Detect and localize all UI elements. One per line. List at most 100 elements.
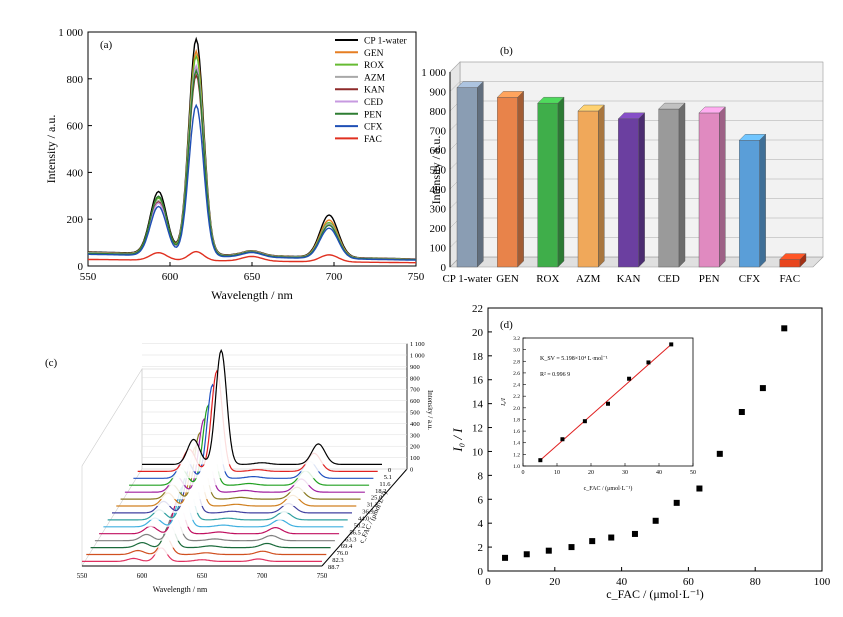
panel-a-y-tick-label: 600 bbox=[67, 121, 84, 133]
panel-a-series-line bbox=[88, 65, 416, 261]
inset-y-tick-label: 1.2 bbox=[513, 452, 520, 458]
panel-b-y-tick-label: 500 bbox=[430, 165, 447, 177]
panel-c-series-line bbox=[82, 547, 322, 562]
panel-b-bar-front bbox=[456, 87, 478, 268]
panel-a-x-tick-label: 650 bbox=[244, 271, 261, 283]
panel-a-legend-label: CFX bbox=[364, 123, 383, 133]
panel-c-z-tick-label: 11.6 bbox=[379, 481, 391, 488]
panel-c-x-tick-label: 700 bbox=[257, 572, 268, 580]
panel-c-ylabel: Intensity / a.u. bbox=[426, 390, 434, 430]
panel-d-data-point bbox=[738, 409, 745, 416]
panel-c-box bbox=[81, 343, 408, 568]
inset-data-point bbox=[627, 376, 632, 381]
panel-a-x-tick-label: 700 bbox=[326, 271, 343, 283]
panel-b-y-tick-label: 400 bbox=[430, 184, 447, 196]
panel-c-x-ticks: 550 600 650 700 750 bbox=[77, 572, 328, 580]
panel-b-y-tick-label: 700 bbox=[430, 126, 447, 138]
panel-a-series-line bbox=[88, 103, 416, 261]
panel-c-intensity-tick-label: 700 bbox=[410, 387, 420, 394]
panel-b-x-tick-label: CED bbox=[658, 273, 680, 285]
panel-a-y-tick-label: 1 000 bbox=[58, 27, 83, 39]
inset-x-ticks: 0 10 20 30 40 50 bbox=[522, 463, 696, 476]
panel-b-label: (b) bbox=[500, 45, 513, 57]
panel-b-x-tick-label: CP 1-water bbox=[442, 273, 492, 285]
panel-a-legend-label: KAN bbox=[364, 86, 385, 96]
panel-b-bar-front bbox=[537, 102, 559, 268]
panel-a-series-line bbox=[87, 250, 416, 264]
panel-b-bars bbox=[456, 81, 807, 268]
panel-c-intensity-tick-label: 400 bbox=[410, 421, 420, 428]
panel-c-intensity-tick-label: 1 100 bbox=[410, 341, 425, 348]
panel-c-z-tick-label: 76.0 bbox=[337, 550, 348, 557]
panel-b-bar-front bbox=[739, 140, 760, 268]
inset-ylabel: I₀/I bbox=[501, 397, 507, 407]
panel-b-bar-front bbox=[658, 108, 680, 268]
panel-b-x-tick-label: KAN bbox=[617, 273, 641, 285]
panel-b-gridline-side bbox=[449, 61, 461, 73]
panel-a-legend-label: FAC bbox=[364, 135, 382, 145]
inset-x-tick-label: 40 bbox=[656, 470, 662, 476]
panel-b-x-tick-label: ROX bbox=[536, 273, 559, 285]
panel-d-y-ticks: 0 2 4 6 8 10 12 14 16 18 20 22 bbox=[472, 303, 492, 578]
panel-d-data-point bbox=[716, 450, 723, 457]
panel-c-z-tick-label: 63.3 bbox=[345, 536, 356, 543]
panel-a-y-tick-label: 200 bbox=[67, 214, 84, 226]
inset-y-tick-label: 3.0 bbox=[513, 348, 520, 354]
inset-data-point bbox=[560, 437, 565, 442]
panel-c-x-tick-label: 600 bbox=[137, 572, 148, 580]
panel-c-intensity-ticks: 0 100 200 300 400 500 600 700 800 900 1 000 1 100 bbox=[410, 341, 425, 473]
panel-c-series-line bbox=[94, 511, 335, 542]
panel-b-ylabel: Intensity / a.u. bbox=[429, 136, 443, 205]
panel-c-z-axis bbox=[321, 468, 408, 567]
panel-b-bar-front bbox=[698, 112, 720, 268]
panel-c-series-line bbox=[103, 486, 344, 528]
panel-d-y-tick-label: 0 bbox=[478, 566, 484, 578]
panel-c-intensity-tick-label: 200 bbox=[410, 444, 420, 451]
inset-y-tick-label: 2.2 bbox=[513, 394, 520, 400]
panel-b: (b) 0 100 200 300 400 500 600 700 800 900 1 000 CP… bbox=[421, 45, 824, 285]
panel-a-legend-label: ROX bbox=[364, 61, 384, 71]
panel-d-y-tick-label: 4 bbox=[478, 518, 484, 530]
panel-b-bar-side bbox=[517, 90, 524, 268]
panel-a-x-ticks: 550 600 650 700 750 bbox=[80, 262, 425, 283]
inset-data-point bbox=[669, 342, 674, 347]
panel-c-intensity-tick-label: 300 bbox=[410, 432, 420, 439]
panel-a-y-tick-label: 400 bbox=[67, 167, 84, 179]
panel-c-series-line bbox=[120, 432, 361, 500]
panel-c-series-line bbox=[137, 369, 378, 472]
panel-d-data-point bbox=[631, 530, 638, 537]
panel-c-xlabel: Wavelength / nm bbox=[153, 585, 208, 594]
inset-y-tick-label: 3.2 bbox=[513, 336, 520, 342]
panel-c-x-tick-label: 750 bbox=[317, 572, 328, 580]
panel-b-bar-side bbox=[759, 133, 766, 268]
inset-y-tick-label: 2.4 bbox=[513, 383, 520, 389]
panel-d-inset: 0 10 20 30 40 50 1.0 1.2 1.4 1.6 1.8 2.0 2.2 2.4 2.6 2… bbox=[501, 336, 696, 492]
panel-b-y-ticks: 0 100 200 300 400 500 600 700 800 900 1 000 bbox=[421, 67, 451, 274]
panel-a-legend-label: PEN bbox=[364, 110, 382, 120]
inset-x-tick-label: 10 bbox=[554, 470, 560, 476]
panel-d-x-tick-label: 40 bbox=[616, 576, 628, 588]
panel-b-x-tick-label: FAC bbox=[780, 273, 801, 285]
panel-d-data-point bbox=[652, 517, 659, 524]
panel-c-series-line bbox=[86, 535, 327, 556]
panel-d-data-point bbox=[589, 538, 596, 545]
panel-d-data-point bbox=[608, 534, 615, 541]
panel-a-x-tick-label: 550 bbox=[80, 271, 97, 283]
panel-c-series-line bbox=[129, 404, 370, 486]
panel-c-x-tick-label: 550 bbox=[77, 572, 88, 580]
panel-a-y-tick-label: 800 bbox=[67, 74, 84, 86]
panel-a-label: (a) bbox=[100, 39, 113, 51]
panel-a-legend-label: AZM bbox=[364, 73, 386, 83]
inset-plot bbox=[538, 342, 674, 463]
panel-d-data-point bbox=[673, 499, 680, 506]
panel-d-xlabel: c_FAC / (μmol·L⁻¹) bbox=[606, 587, 703, 601]
panel-c-z-tick-label: 0 bbox=[388, 467, 391, 474]
panel-c-series-line bbox=[142, 348, 382, 466]
panel-c-z-tick-label: 69.4 bbox=[341, 543, 353, 550]
inset-y-tick-label: 1.8 bbox=[513, 417, 520, 423]
panel-d-x-ticks: 0 20 40 60 80 100 bbox=[485, 567, 831, 588]
inset-ksv-text: K_SV = 5.198×10⁴ L·mol⁻¹ bbox=[540, 356, 608, 362]
panel-b-y-tick-label: 100 bbox=[430, 243, 447, 255]
panel-d-y-tick-label: 14 bbox=[472, 399, 484, 411]
